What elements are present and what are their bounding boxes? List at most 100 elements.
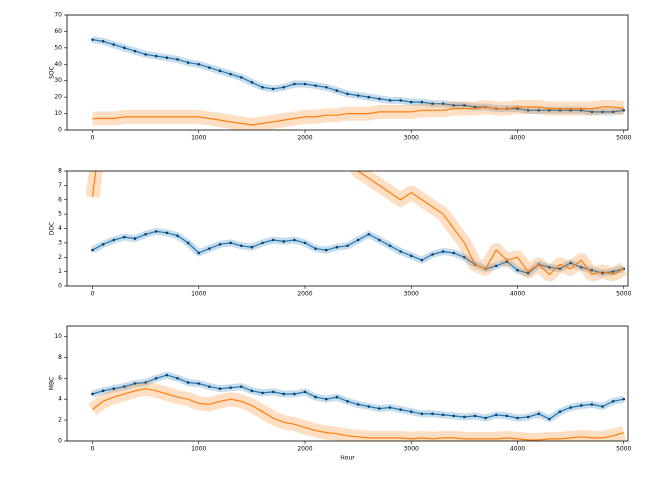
point	[431, 412, 434, 416]
point	[548, 417, 551, 421]
series-band	[85, 171, 628, 282]
point	[250, 389, 254, 393]
point	[388, 244, 392, 248]
point	[293, 238, 296, 242]
point	[282, 85, 286, 89]
point	[176, 234, 179, 237]
point	[431, 253, 434, 256]
x-tick-label: 2000	[297, 291, 312, 298]
y-tick-label: 1	[58, 268, 62, 275]
point	[271, 390, 275, 394]
x-tick-label: 5000	[616, 291, 631, 298]
point	[133, 49, 137, 53]
x-tick-label: 5000	[616, 446, 631, 453]
point	[601, 405, 604, 408]
point	[526, 415, 530, 419]
point	[239, 76, 243, 79]
point	[239, 244, 243, 248]
point	[250, 245, 254, 249]
point	[144, 53, 147, 56]
point	[378, 407, 381, 410]
point	[346, 399, 349, 403]
point	[303, 82, 307, 86]
point	[186, 61, 190, 64]
point	[303, 390, 307, 394]
axes-frame	[66, 325, 629, 442]
y-tick-label: 40	[54, 61, 62, 68]
point	[367, 232, 371, 236]
point	[431, 102, 434, 106]
point	[101, 243, 105, 246]
subplot: 0 2 4 6 8 10 0 1000 2000 3000 4000 5000 MBC Hour	[49, 325, 632, 462]
point	[622, 397, 626, 401]
plot-area	[88, 371, 626, 441]
point	[165, 373, 169, 377]
point	[558, 108, 562, 112]
point	[186, 241, 190, 245]
point	[165, 231, 169, 235]
point	[601, 110, 604, 114]
point	[250, 81, 254, 84]
subplot: 0 10 20 30 40 50 60 70 0 1000 2000 3000 4000 5000 SOC	[49, 12, 632, 142]
point	[367, 95, 371, 99]
y-tick-label: 10	[54, 110, 62, 117]
point	[324, 248, 328, 252]
point	[611, 110, 615, 114]
point	[558, 410, 562, 414]
point	[197, 62, 201, 66]
point	[91, 248, 94, 252]
point	[505, 260, 509, 263]
subplot: 0 1 2 3 4 5 6 7 8 0 1000 2000 3000 4000 5000 DOC	[49, 168, 632, 298]
y-axis-label: SOC	[49, 66, 56, 79]
x-axis-label: Hour	[340, 455, 355, 462]
y-tick-label: 20	[54, 94, 62, 101]
point	[590, 110, 594, 114]
point	[303, 241, 307, 245]
point	[229, 241, 232, 245]
point	[133, 237, 137, 240]
point	[516, 107, 519, 110]
point	[123, 385, 126, 388]
point	[186, 381, 190, 384]
y-tick-label: 4	[58, 225, 62, 232]
point	[388, 99, 392, 102]
point	[399, 408, 402, 411]
point	[154, 230, 158, 233]
point	[516, 268, 519, 272]
y-tick-label: 7	[58, 182, 62, 189]
point	[346, 92, 349, 96]
y-tick-label: 0	[58, 283, 62, 290]
y-tick-label: 8	[58, 354, 62, 361]
x-tick-label: 5000	[616, 135, 631, 142]
x-tick-label: 0	[91, 135, 95, 142]
point	[229, 72, 232, 76]
point	[548, 266, 551, 269]
point	[505, 414, 509, 418]
y-tick-label: 70	[54, 12, 62, 19]
point	[101, 389, 105, 393]
point	[154, 54, 158, 58]
point	[346, 244, 349, 248]
y-tick-label: 50	[54, 44, 62, 51]
y-axis-label: MBC	[49, 377, 56, 390]
point	[526, 108, 530, 112]
point	[388, 406, 392, 409]
y-tick-label: 2	[58, 254, 62, 261]
point	[611, 270, 615, 273]
point	[176, 376, 179, 380]
y-tick-label: 0	[58, 438, 62, 445]
point	[622, 108, 626, 112]
x-tick-label: 3000	[404, 291, 419, 298]
point	[356, 94, 360, 97]
point	[197, 251, 201, 255]
point	[133, 382, 137, 385]
point	[569, 406, 572, 409]
point	[420, 258, 424, 262]
x-tick-label: 4000	[510, 291, 525, 298]
point	[463, 415, 466, 419]
point	[484, 416, 487, 420]
point	[282, 240, 286, 243]
point	[112, 43, 116, 46]
point	[154, 376, 158, 380]
axes-frame	[66, 170, 629, 287]
